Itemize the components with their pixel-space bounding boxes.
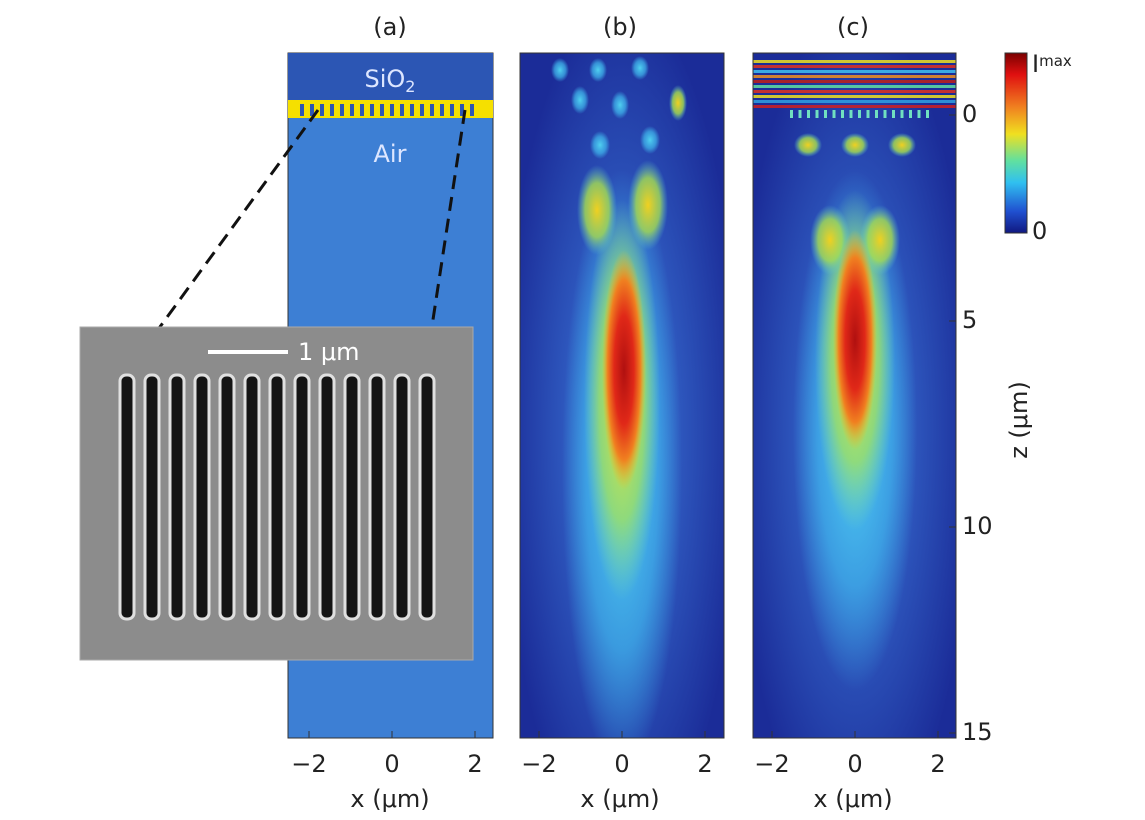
panel-label: (c): [837, 13, 869, 41]
panel-label: (b): [603, 13, 637, 41]
grating-dot: [892, 110, 895, 118]
panel-label: (a): [373, 13, 406, 41]
panel-b: [502, 0, 742, 820]
grating-dot: [816, 110, 819, 118]
x-tick-label: 2: [697, 750, 712, 778]
stripe: [753, 105, 956, 108]
x-axis-label: x (μm): [350, 785, 429, 813]
slit: [320, 375, 334, 619]
gap: [430, 104, 434, 116]
gap: [390, 104, 394, 116]
gap: [320, 104, 324, 116]
grating-dot: [790, 110, 793, 118]
slit: [295, 375, 309, 619]
gap: [360, 104, 364, 116]
slit: [245, 375, 259, 619]
slit: [370, 375, 384, 619]
gap: [450, 104, 454, 116]
panel-c: [735, 10, 975, 820]
colorbar: [1005, 53, 1027, 233]
slit: [395, 375, 409, 619]
stripe: [753, 80, 956, 83]
gap: [400, 104, 404, 116]
grating-dot: [884, 110, 887, 118]
z-tick-label: 0: [962, 100, 977, 128]
scale-label: 1 μm: [298, 338, 360, 366]
stripe: [753, 95, 956, 98]
slit: [170, 375, 184, 619]
stripe: [753, 90, 956, 93]
gap: [470, 104, 474, 116]
gap: [300, 104, 304, 116]
grating-dot: [833, 110, 836, 118]
x-tick-label: 2: [930, 750, 945, 778]
x-tick-label: −2: [291, 750, 326, 778]
x-axis-label: x (μm): [813, 785, 892, 813]
stripe: [753, 70, 956, 73]
slit: [220, 375, 234, 619]
grating-dot: [901, 110, 904, 118]
gap: [380, 104, 384, 116]
grating-dot: [824, 110, 827, 118]
x-axis-label: x (μm): [580, 785, 659, 813]
gap: [330, 104, 334, 116]
grating-dot: [926, 110, 929, 118]
slit: [345, 375, 359, 619]
z-tick-label: 10: [962, 512, 993, 540]
gap: [440, 104, 444, 116]
gap: [420, 104, 424, 116]
slit: [195, 375, 209, 619]
x-tick-label: 0: [614, 750, 629, 778]
stripe: [753, 85, 956, 88]
slit: [145, 375, 159, 619]
grating-dot: [799, 110, 802, 118]
grating-dot: [841, 110, 844, 118]
stripe: [753, 75, 956, 78]
gap: [350, 104, 354, 116]
x-tick-label: 0: [847, 750, 862, 778]
stripe: [753, 60, 956, 63]
air-label: Air: [374, 140, 407, 168]
colorbar-min: 0: [1032, 217, 1047, 245]
stripe: [753, 65, 956, 68]
figure: SiO2 Air: [0, 0, 1145, 820]
stripe: [753, 100, 956, 103]
colorbar-max: Imax: [1032, 50, 1072, 78]
x-tick-label: 0: [384, 750, 399, 778]
grating-dot: [867, 110, 870, 118]
gap: [410, 104, 414, 116]
grating-dot: [918, 110, 921, 118]
z-tick-label: 5: [962, 306, 977, 334]
z-axis-label: z (μm): [1005, 381, 1033, 459]
z-tick-label: 15: [962, 718, 993, 746]
gap: [370, 104, 374, 116]
x-tick-label: −2: [521, 750, 556, 778]
grating-dot: [909, 110, 912, 118]
grating-dot: [875, 110, 878, 118]
grating-dot: [850, 110, 853, 118]
x-tick-label: −2: [754, 750, 789, 778]
slit: [270, 375, 284, 619]
slit: [420, 375, 434, 619]
x-tick-label: 2: [467, 750, 482, 778]
gap: [340, 104, 344, 116]
slit: [120, 375, 134, 619]
grating-dot: [807, 110, 810, 118]
grating-dot: [858, 110, 861, 118]
